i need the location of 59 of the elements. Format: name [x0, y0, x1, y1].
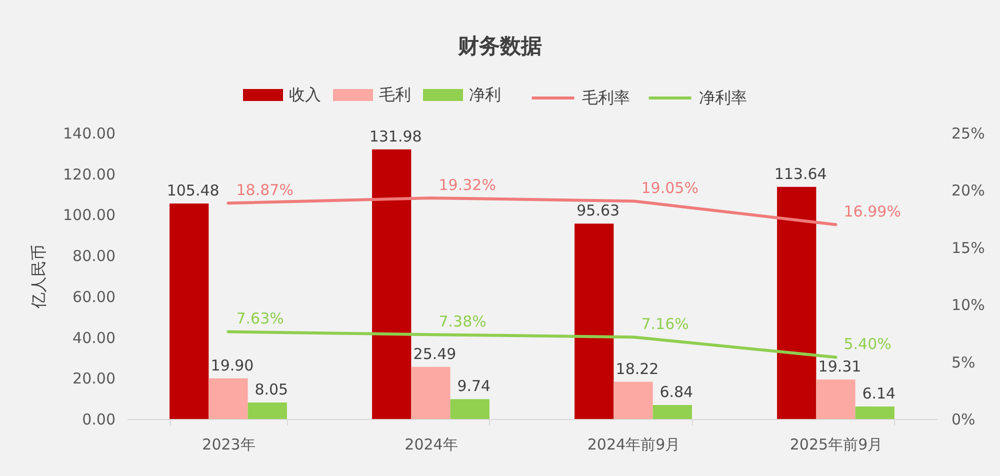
data-label: 19.31 [818, 358, 862, 376]
y-tick-label: 100.00 [63, 206, 116, 224]
legend-label: 净利率 [699, 88, 747, 107]
data-label: 18.87% [236, 181, 294, 200]
data-label: 131.98 [369, 127, 422, 146]
bar [652, 405, 692, 419]
data-label: 6.84 [660, 383, 694, 402]
y-tick-label: 80.00 [72, 247, 116, 266]
bar [372, 149, 412, 419]
legend-label: 毛利 [379, 85, 411, 104]
data-label: 105.48 [166, 182, 220, 200]
bar [208, 378, 248, 419]
x-tick-label: 2024年 [404, 436, 458, 454]
bar [170, 204, 209, 419]
bar [248, 402, 287, 419]
data-label: 19.05% [641, 179, 698, 198]
bar [614, 382, 653, 419]
y-tick-label: 120.00 [63, 165, 116, 184]
y-tick-label: 60.00 [72, 288, 116, 306]
y-tick-label: 20.00 [72, 370, 116, 388]
data-label: 19.90 [210, 356, 254, 374]
data-label: 7.63% [236, 310, 284, 328]
y2-tick-label: 0% [952, 410, 976, 428]
data-label: 6.14 [862, 384, 896, 402]
line-series [226, 196, 838, 226]
data-label: 18.22 [616, 360, 659, 378]
y2-tick-label: 10% [952, 296, 985, 314]
legend-label: 净利 [469, 85, 501, 104]
data-label: 7.16% [641, 315, 689, 334]
y-axis-title: 亿人民币 [29, 244, 48, 310]
bar [816, 380, 856, 419]
data-label: 25.49 [413, 344, 456, 363]
chart-title: 财务数据 [457, 33, 542, 58]
x-tick-label: 2024年前9月 [587, 436, 680, 454]
legend-label: 毛利率 [582, 88, 630, 107]
data-label: 113.64 [774, 164, 827, 183]
x-tick-label: 2025年前9月 [790, 436, 883, 454]
y-tick-label: 0.00 [82, 410, 116, 428]
data-label: 8.05 [254, 380, 288, 399]
data-label: 16.99% [844, 202, 901, 221]
data-label: 19.32% [438, 176, 496, 194]
y-tick-label: 40.00 [72, 328, 116, 347]
data-label: 7.38% [438, 312, 486, 331]
y2-tick-label: 15% [952, 238, 985, 257]
y-tick-label: 140.00 [63, 124, 116, 142]
legend-label: 收入 [289, 85, 321, 104]
data-label: 95.63 [576, 202, 620, 220]
bar [574, 224, 614, 419]
line-series [226, 330, 838, 359]
bar [411, 366, 450, 419]
y2-tick-label: 25% [952, 124, 985, 142]
bar [450, 399, 490, 419]
x-tick-label: 2023年 [202, 436, 256, 454]
bar [777, 186, 816, 419]
data-label: 9.74 [457, 377, 491, 396]
data-label: 5.40% [844, 335, 892, 354]
y2-tick-label: 5% [952, 353, 976, 372]
y2-tick-label: 20% [952, 182, 985, 200]
bar [855, 406, 894, 419]
